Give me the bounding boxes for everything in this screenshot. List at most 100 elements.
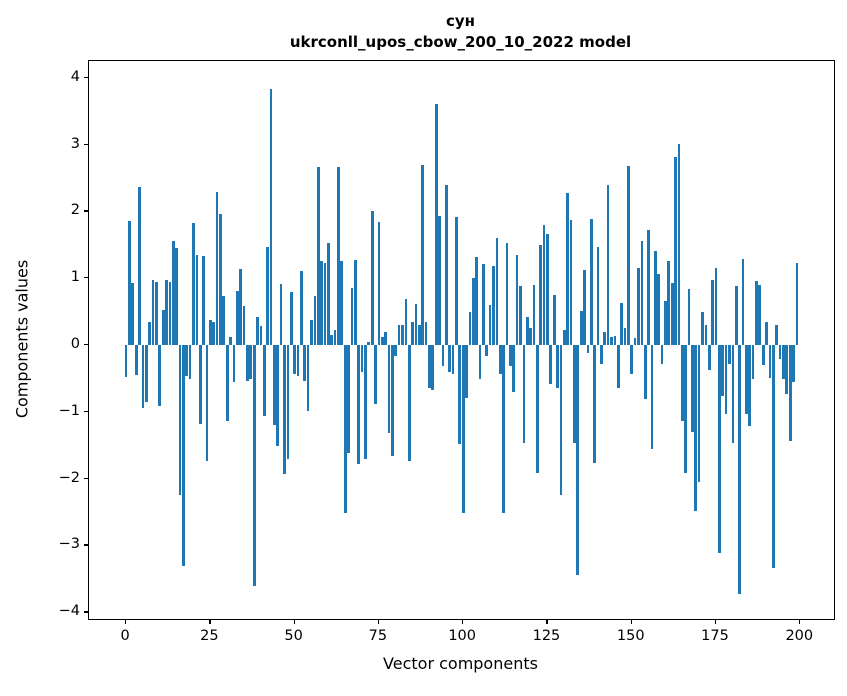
bar bbox=[195, 254, 199, 345]
y-tick-label: 3 bbox=[70, 135, 80, 152]
bar bbox=[313, 296, 317, 345]
bar bbox=[751, 345, 755, 380]
bar bbox=[404, 298, 408, 345]
bar bbox=[677, 143, 681, 345]
bar bbox=[411, 321, 414, 345]
bar bbox=[414, 303, 418, 345]
y-tick bbox=[83, 611, 88, 613]
bar bbox=[161, 310, 165, 345]
bar bbox=[128, 221, 131, 345]
bar bbox=[684, 345, 687, 474]
x-tick-label: 125 bbox=[532, 628, 561, 644]
bar bbox=[198, 345, 202, 424]
y-axis-label: Components values bbox=[12, 259, 32, 419]
bar bbox=[586, 345, 590, 354]
y-tick-label: −2 bbox=[58, 469, 80, 486]
bar bbox=[455, 216, 458, 345]
bar bbox=[667, 261, 671, 345]
x-axis-label: Vector components bbox=[383, 654, 538, 673]
bar bbox=[576, 345, 580, 575]
bar bbox=[397, 324, 401, 345]
x-tick bbox=[799, 619, 801, 624]
bar bbox=[333, 330, 337, 345]
bar bbox=[279, 283, 283, 345]
bar bbox=[360, 345, 364, 373]
bar bbox=[269, 89, 273, 345]
bar bbox=[192, 223, 195, 345]
bar bbox=[266, 247, 269, 345]
bar bbox=[377, 222, 381, 345]
bar bbox=[151, 279, 155, 345]
x-tick bbox=[630, 619, 632, 624]
bar bbox=[755, 280, 758, 345]
bar bbox=[134, 345, 138, 376]
bar bbox=[209, 319, 212, 345]
bar bbox=[232, 345, 236, 382]
bar bbox=[758, 284, 762, 345]
bar bbox=[566, 192, 570, 345]
bar bbox=[552, 294, 556, 345]
bar bbox=[276, 345, 280, 446]
bar bbox=[222, 296, 226, 345]
bar bbox=[175, 248, 178, 345]
bar bbox=[579, 310, 583, 345]
bar bbox=[697, 345, 701, 482]
bar bbox=[374, 345, 377, 404]
bar bbox=[407, 345, 411, 461]
bar bbox=[168, 281, 172, 345]
bar bbox=[529, 328, 532, 345]
bar bbox=[788, 345, 792, 441]
bar bbox=[387, 345, 391, 433]
bar bbox=[212, 321, 216, 345]
x-tick bbox=[293, 619, 295, 624]
bar bbox=[401, 324, 404, 345]
bar bbox=[144, 345, 148, 402]
bar bbox=[337, 167, 340, 345]
bar bbox=[235, 290, 239, 345]
bar bbox=[748, 345, 752, 426]
bar bbox=[724, 345, 728, 414]
bar bbox=[495, 238, 499, 345]
bar bbox=[522, 345, 526, 443]
bar bbox=[249, 345, 253, 380]
bar bbox=[512, 345, 516, 393]
bar bbox=[741, 259, 745, 345]
bar bbox=[650, 345, 654, 449]
bar bbox=[205, 345, 209, 461]
x-tick bbox=[715, 619, 717, 624]
bar bbox=[303, 345, 307, 382]
bar bbox=[498, 345, 502, 374]
bar bbox=[182, 345, 185, 566]
x-tick bbox=[125, 619, 127, 624]
bar bbox=[647, 230, 650, 345]
bar bbox=[687, 288, 691, 345]
bar bbox=[583, 270, 586, 345]
bar bbox=[202, 256, 205, 345]
y-tick-label: 1 bbox=[70, 269, 80, 286]
bar bbox=[792, 345, 795, 383]
bar bbox=[461, 345, 465, 514]
y-tick bbox=[83, 143, 88, 145]
bar bbox=[330, 334, 334, 345]
bar bbox=[178, 345, 182, 496]
bar bbox=[438, 216, 441, 345]
y-tick-label: 2 bbox=[70, 202, 80, 219]
bar bbox=[215, 191, 219, 345]
bar bbox=[694, 345, 698, 512]
bar bbox=[704, 324, 708, 345]
bar bbox=[707, 345, 711, 371]
bar bbox=[633, 338, 637, 345]
bar bbox=[471, 278, 475, 345]
y-tick bbox=[83, 344, 88, 346]
chart-title: сун bbox=[445, 12, 476, 30]
bar bbox=[600, 345, 603, 364]
y-tick-label: 0 bbox=[70, 336, 80, 352]
bar bbox=[596, 246, 600, 345]
bar bbox=[714, 268, 718, 345]
bar bbox=[664, 300, 667, 345]
bar bbox=[188, 345, 192, 380]
bar bbox=[262, 345, 266, 416]
bar bbox=[323, 263, 327, 345]
bar bbox=[428, 345, 431, 389]
